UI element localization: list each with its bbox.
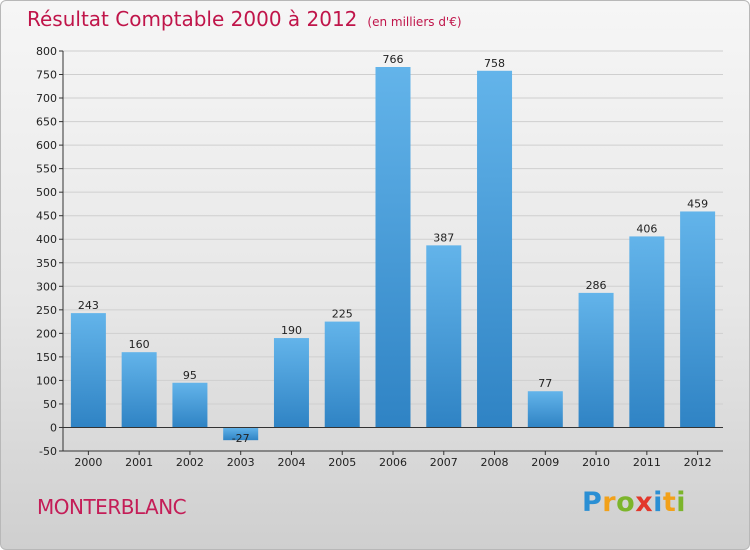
- x-tick-label-2001: 2001: [125, 456, 153, 469]
- title-text: Résultat Comptable 2000 à 2012: [27, 7, 358, 31]
- bar-2000: [70, 313, 106, 428]
- bars: [70, 67, 716, 441]
- value-label-2003: -27: [232, 432, 250, 445]
- y-tick-label: 50: [43, 398, 57, 411]
- x-tick-label-2012: 2012: [684, 456, 712, 469]
- axes: -50 0 50 100 150 200 250 300 350 400 450 500 550 600 6…: [36, 45, 723, 469]
- x-tick-label-2009: 2009: [531, 456, 559, 469]
- bar-2002: [172, 382, 208, 428]
- value-label-2011: 406: [636, 222, 657, 235]
- x-tick-label-2000: 2000: [74, 456, 102, 469]
- x-tick-label-2003: 2003: [227, 456, 255, 469]
- value-label-2006: 766: [383, 53, 404, 66]
- logo-letter: r: [602, 487, 617, 518]
- x-tick-label-2007: 2007: [430, 456, 458, 469]
- value-label-2008: 758: [484, 57, 505, 70]
- bar-2011: [629, 236, 665, 428]
- y-tick-label: 0: [50, 421, 57, 434]
- title-unit: (en milliers d'€): [367, 15, 462, 29]
- bar-2012: [680, 211, 716, 428]
- y-tick-label: 800: [36, 45, 57, 58]
- logo-letter: x: [635, 487, 654, 518]
- x-tick-label-2008: 2008: [481, 456, 509, 469]
- y-tick-label: 650: [36, 116, 57, 129]
- y-tick-label: 400: [36, 233, 57, 246]
- y-tick-label: 700: [36, 92, 57, 105]
- x-tick-label-2002: 2002: [176, 456, 204, 469]
- value-label-2009: 77: [538, 377, 552, 390]
- x-tick-label-2004: 2004: [277, 456, 305, 469]
- x-tick-label-2011: 2011: [633, 456, 661, 469]
- value-label-2000: 243: [78, 299, 99, 312]
- proxiti-logo: Proxiti: [582, 487, 686, 518]
- logo-letter: i: [653, 487, 663, 518]
- y-tick-label: 500: [36, 186, 57, 199]
- value-label-2007: 387: [433, 231, 454, 244]
- logo-letter: o: [616, 487, 636, 518]
- y-tick-label: 450: [36, 210, 57, 223]
- bar-2005: [324, 321, 360, 428]
- y-tick-label: 300: [36, 280, 57, 293]
- value-labels: 243 160 95 -27 190 225 766 387 758 77 286 406 459: [78, 53, 708, 445]
- y-tick-label: 200: [36, 327, 57, 340]
- bar-2003: [223, 427, 259, 441]
- y-tick-label: 250: [36, 304, 57, 317]
- town-name: MONTERBLANC: [37, 495, 187, 519]
- value-label-2010: 286: [586, 279, 607, 292]
- bar-2009: [527, 391, 563, 428]
- y-tick-label: -50: [39, 445, 57, 458]
- value-label-2012: 459: [687, 197, 708, 210]
- value-label-2002: 95: [183, 369, 197, 382]
- y-tick-label: 600: [36, 139, 57, 152]
- y-tick-label: 750: [36, 69, 57, 82]
- bar-2004: [273, 338, 309, 428]
- bar-2001: [121, 352, 157, 428]
- y-tick-label: 350: [36, 257, 57, 270]
- logo-letter: i: [676, 487, 687, 518]
- bar-2007: [426, 245, 462, 428]
- y-tick-label: 550: [36, 163, 57, 176]
- logo-letter: P: [582, 487, 603, 518]
- y-tick-label: 150: [36, 351, 57, 364]
- x-tick-label-2005: 2005: [328, 456, 356, 469]
- value-label-2004: 190: [281, 324, 302, 337]
- value-label-2005: 225: [332, 308, 353, 321]
- bar-2010: [578, 292, 614, 428]
- bar-2006: [375, 67, 411, 428]
- x-tick-label-2010: 2010: [582, 456, 610, 469]
- y-tick-label: 100: [36, 374, 57, 387]
- logo-letter: t: [662, 487, 677, 518]
- chart-title: Résultat Comptable 2000 à 2012 (en millie…: [27, 7, 462, 31]
- bar-2008: [477, 70, 513, 428]
- value-label-2001: 160: [129, 338, 150, 351]
- x-tick-label-2006: 2006: [379, 456, 407, 469]
